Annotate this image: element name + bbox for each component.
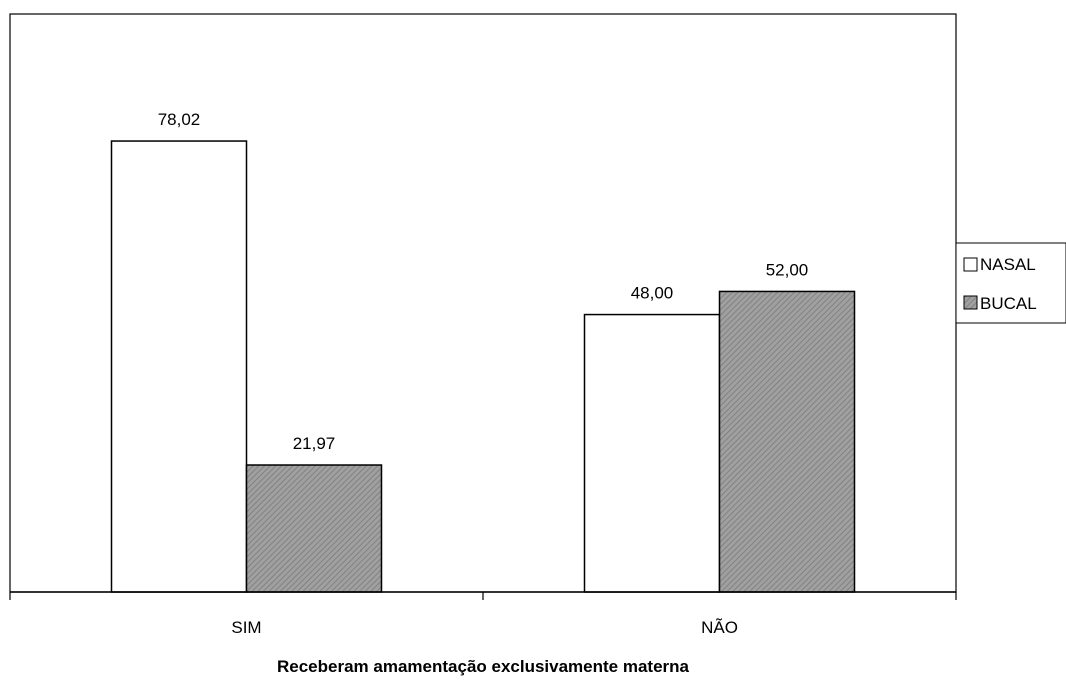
bar-bucal-sim — [245, 464, 383, 593]
bars-layer — [110, 140, 856, 593]
legend-swatch-nasal — [963, 257, 978, 272]
bar-bucal-nao — [718, 290, 856, 593]
bar-nasal-sim — [110, 140, 248, 593]
legend-label-bucal: BUCAL — [980, 294, 1037, 313]
data-label-nasal-nao: 48,00 — [631, 284, 674, 303]
x-tick-label-nao: NÃO — [701, 618, 738, 637]
data-label-nasal-sim: 78,02 — [158, 110, 201, 129]
x-axis-title: Receberam amamentação exclusivamente mat… — [277, 657, 690, 676]
x-tick-label-sim: SIM — [231, 618, 261, 637]
legend-frame — [955, 242, 1066, 324]
legend-label-nasal: NASAL — [980, 255, 1036, 274]
data-label-bucal-nao: 52,00 — [766, 260, 809, 279]
data-labels-layer: 78,02 21,97 48,00 52,00 — [158, 110, 809, 453]
data-label-bucal-sim: 21,97 — [293, 434, 336, 453]
bar-nasal-nao — [583, 313, 721, 593]
x-axis: SIM NÃO — [9, 591, 957, 637]
legend: NASAL BUCAL — [955, 242, 1066, 324]
legend-swatch-bucal — [963, 295, 978, 310]
